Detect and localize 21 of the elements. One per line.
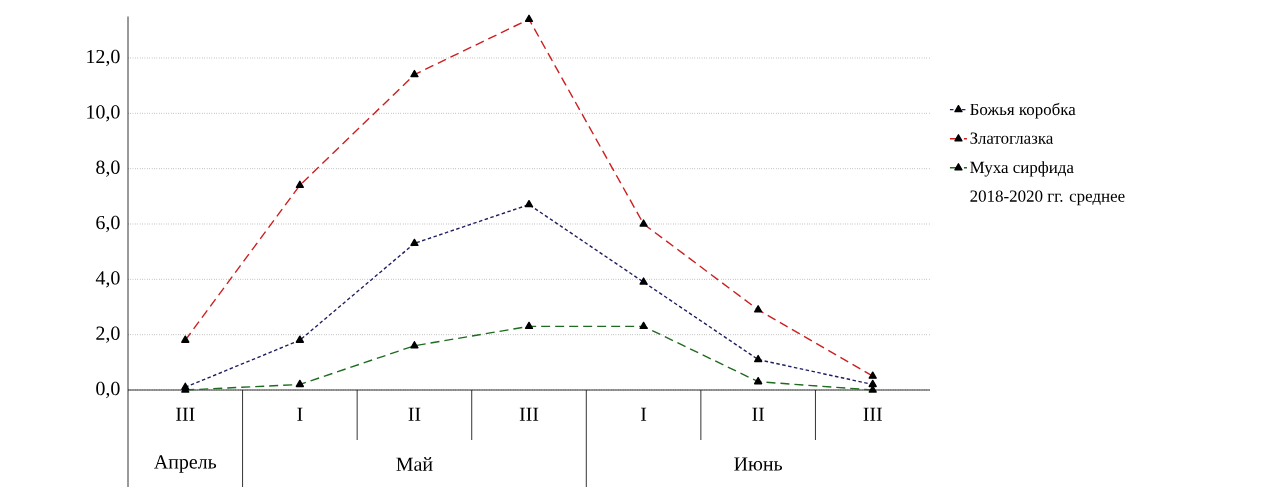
legend-label: Божья коробка <box>970 102 1076 119</box>
x-tick-label: II <box>408 407 421 421</box>
text: Апрель <box>154 455 217 473</box>
x-tick-label: III <box>519 407 539 421</box>
y-tick-label: 0,0 <box>96 381 120 399</box>
y-tick-label: 6,0 <box>96 215 120 233</box>
x-tick-label: III <box>176 407 195 421</box>
x-tick-label: II <box>752 407 765 421</box>
y-tick-label: 4,0 <box>95 271 120 288</box>
y-tick-label: 10,0 <box>87 105 120 122</box>
text: Май <box>396 457 433 471</box>
y-tick-label: 12,0 <box>87 49 120 67</box>
text: Июнь <box>734 457 783 471</box>
y-tick-label: 2,0 <box>96 326 120 343</box>
y-tick-label: 8,0 <box>96 160 120 177</box>
x-tick-label: III <box>863 407 882 421</box>
legend-label: Златоглазка <box>970 132 1054 144</box>
x-tick-label: I <box>640 407 647 421</box>
legend-label: Муха сирфида <box>970 161 1074 177</box>
text: 2018-2020 гг. среднее <box>970 190 1125 206</box>
x-tick-label: I <box>297 407 303 421</box>
